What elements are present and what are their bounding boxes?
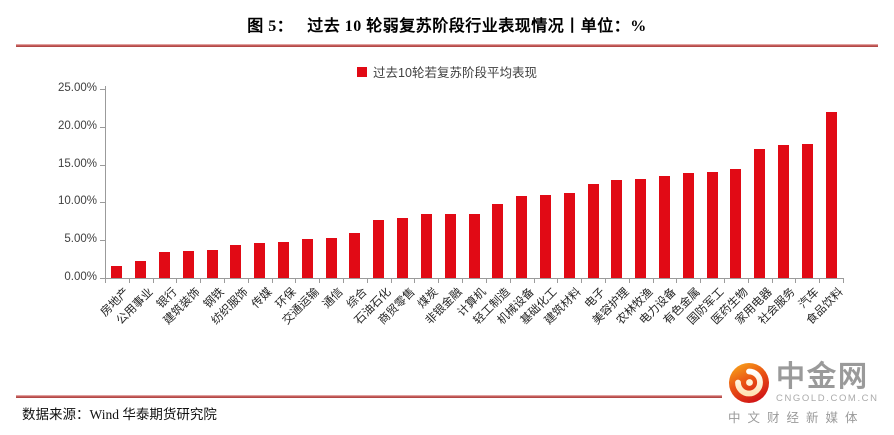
x-tick xyxy=(271,279,273,283)
x-tick xyxy=(128,279,130,283)
x-tick xyxy=(652,279,654,283)
cngold-brand-name: 中金网 xyxy=(776,361,870,393)
y-tick-label: 20.00% xyxy=(57,119,97,132)
bar-公用事业 xyxy=(135,261,147,278)
x-axis xyxy=(105,278,844,279)
x-tick xyxy=(843,279,844,283)
figure-title-text: 过去 10 轮弱复苏阶段行业表现情况丨单位：% xyxy=(307,18,647,35)
x-tick xyxy=(176,279,178,283)
bar-基础化工 xyxy=(539,194,551,278)
bar-美容护理 xyxy=(611,179,623,278)
y-axis xyxy=(105,86,106,279)
y-tick-label: 25.00% xyxy=(57,82,97,94)
x-tick xyxy=(628,279,630,283)
bar-交通运输 xyxy=(301,239,313,278)
x-tick xyxy=(533,279,535,283)
cngold-watermark: 中金网 CNGOLD.COM.CN 中文财经新媒体 xyxy=(722,360,882,428)
bar-钢铁 xyxy=(206,250,218,278)
bar-商贸零售 xyxy=(397,218,409,278)
footer-divider xyxy=(16,395,878,398)
x-tick xyxy=(152,279,154,283)
y-tick-label: 0.00% xyxy=(64,271,97,283)
figure-title: 图 5： 过去 10 轮弱复苏阶段行业表现情况丨单位：% xyxy=(0,12,894,36)
bar-汽车 xyxy=(801,144,813,278)
bar-通信 xyxy=(325,237,337,278)
x-tick xyxy=(819,279,821,283)
bar-家用电器 xyxy=(754,148,766,278)
chart-legend: 过去10轮若复苏阶段平均表现 xyxy=(0,62,894,81)
x-tick xyxy=(795,279,797,283)
x-tick xyxy=(723,279,725,283)
x-tick xyxy=(771,279,773,283)
y-tick xyxy=(100,89,105,90)
legend-marker xyxy=(357,66,368,77)
x-tick xyxy=(557,279,559,283)
x-tick xyxy=(247,279,249,283)
title-underline xyxy=(16,44,878,47)
bar-传媒 xyxy=(254,243,266,278)
bar-纺织服饰 xyxy=(230,245,242,278)
bar-电子 xyxy=(587,183,599,278)
x-tick xyxy=(390,279,392,283)
y-tick xyxy=(100,126,105,128)
bar-建筑装饰 xyxy=(182,250,194,278)
bar-社会服务 xyxy=(777,144,789,278)
data-source: 数据来源：Wind 华泰期货研究院 xyxy=(22,407,217,422)
cngold-domain: CNGOLD.COM.CN xyxy=(776,393,879,404)
x-tick xyxy=(414,279,416,283)
bar-国防军工 xyxy=(706,172,718,278)
x-tick xyxy=(462,279,464,283)
y-tick-label: 15.00% xyxy=(57,157,97,170)
x-tick xyxy=(319,279,321,283)
bar-银行 xyxy=(159,252,171,278)
cngold-tagline: 中文财经新媒体 xyxy=(728,411,865,425)
x-tick xyxy=(224,279,226,283)
bar-轻工制造 xyxy=(492,203,504,278)
x-tick xyxy=(604,279,606,283)
y-tick-label: 5.00% xyxy=(64,233,97,246)
bar-综合 xyxy=(349,232,361,278)
bar-煤炭 xyxy=(420,214,432,278)
figure-number: 图 5： xyxy=(247,18,294,35)
bar-医药生物 xyxy=(730,169,742,278)
x-tick xyxy=(343,279,345,283)
y-tick xyxy=(100,202,105,204)
x-tick xyxy=(105,279,106,283)
x-tick xyxy=(747,279,749,283)
x-tick xyxy=(581,279,583,283)
bar-机械设备 xyxy=(516,195,528,278)
bar-房地产 xyxy=(111,265,123,278)
bar-计算机 xyxy=(468,213,480,278)
bar-食品饮料 xyxy=(825,111,837,278)
x-tick xyxy=(509,279,511,283)
bar-电力设备 xyxy=(658,175,670,278)
y-tick-label: 10.00% xyxy=(57,195,97,208)
bar-石油石化 xyxy=(373,219,385,278)
bar-建筑材料 xyxy=(563,193,575,278)
legend-label: 过去10轮若复苏阶段平均表现 xyxy=(373,66,537,80)
x-tick xyxy=(700,279,702,283)
x-tick xyxy=(485,279,487,283)
x-tick xyxy=(295,279,297,283)
x-tick xyxy=(366,279,368,283)
bar-有色金属 xyxy=(682,172,694,278)
bar-非银金融 xyxy=(444,213,456,278)
y-tick xyxy=(100,278,105,279)
x-tick xyxy=(438,279,440,283)
y-tick xyxy=(100,240,105,242)
y-tick xyxy=(100,164,105,166)
cngold-logo-icon xyxy=(729,363,769,403)
bar-农林牧渔 xyxy=(635,178,647,278)
x-tick xyxy=(676,279,678,283)
bar-环保 xyxy=(278,242,290,278)
x-tick xyxy=(200,279,202,283)
